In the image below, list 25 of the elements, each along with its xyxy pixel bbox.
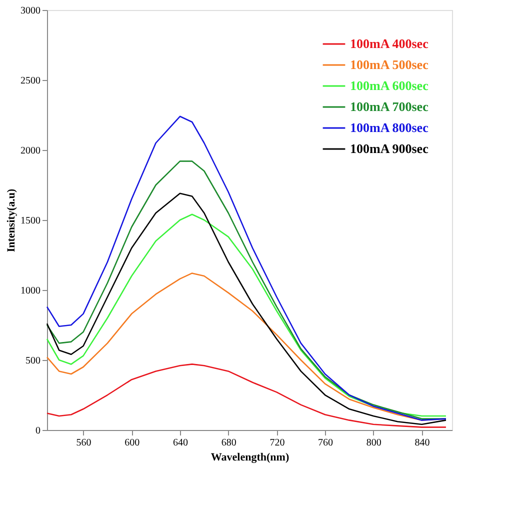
x-tick-label: 800: [366, 438, 382, 448]
x-tick-label: 840: [414, 438, 430, 448]
x-axis-title: Wavelength(nm): [210, 452, 290, 464]
legend-label: 100mA 900sec: [350, 141, 429, 156]
y-tick-label: 500: [26, 356, 40, 366]
line-series: [46, 364, 447, 428]
legend-label: 100mA 700sec: [350, 99, 429, 114]
line-series: [46, 116, 447, 421]
legend-label: 100mA 800sec: [350, 120, 429, 135]
y-axis-title: Intensity(a.u): [6, 188, 18, 252]
y-tick-label: 3000: [20, 6, 40, 16]
y-tick-label: 2500: [20, 76, 40, 86]
x-tick-label: 600: [124, 438, 140, 448]
x-tick-label: 560: [76, 438, 92, 448]
y-tick-label: 0: [36, 426, 40, 436]
x-tick-label: 760: [318, 438, 334, 448]
y-tick-label: 1500: [20, 216, 40, 226]
legend-label: 100mA 400sec: [350, 36, 429, 51]
y-tick-label: 1000: [20, 286, 40, 296]
x-tick-label: 720: [270, 438, 285, 448]
legend-label: 100mA 500sec: [350, 57, 429, 72]
x-tick-label: 640: [172, 438, 188, 448]
x-tick-label: 680: [221, 438, 236, 448]
legend-label: 100mA 600sec: [350, 78, 429, 93]
y-tick-label: 2000: [20, 146, 40, 156]
